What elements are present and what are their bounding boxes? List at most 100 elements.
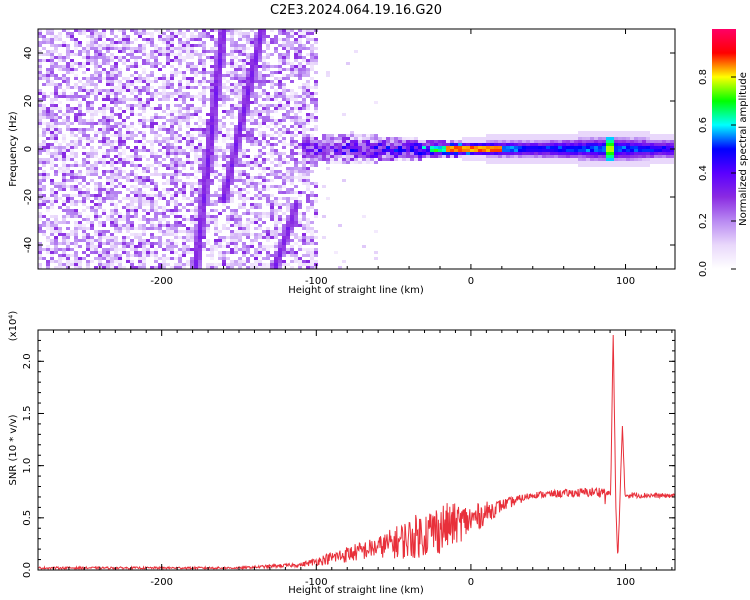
spectrogram-cell (38, 266, 42, 269)
spectrogram-cell (106, 107, 110, 110)
spectrogram-cell (246, 119, 250, 122)
spectrogram-cell (282, 158, 286, 161)
spectrogram-cell (138, 239, 142, 242)
spectrogram-cell (602, 134, 606, 137)
spectrogram-cell (186, 110, 190, 113)
spectrogram-cell (522, 158, 526, 161)
spectrogram-cell (226, 158, 230, 161)
spectrogram-cell (242, 134, 246, 137)
spectrogram-cell (486, 149, 490, 152)
spectrogram-cell (306, 260, 310, 263)
spectrogram-cell (658, 161, 662, 164)
spectrogram-cell (118, 173, 122, 176)
spectrogram-cell (454, 146, 458, 149)
spectrogram-cell (46, 206, 50, 209)
spectrogram-cell (234, 41, 238, 44)
spectrogram-cell (238, 104, 242, 107)
spectrogram-cell (154, 170, 158, 173)
spectrogram-cell (182, 77, 186, 80)
spectrogram-cell (122, 86, 126, 89)
spectrogram-cell (234, 263, 238, 266)
spectrogram-cell (226, 245, 230, 248)
spectrogram-cell (522, 140, 526, 143)
spectrogram-cell (126, 257, 130, 260)
spectrogram-cell (214, 62, 218, 65)
spectrogram-cell (90, 77, 94, 80)
spectrogram-cell (86, 35, 90, 38)
spectrogram-cell (430, 143, 434, 146)
spectrogram-cell (154, 173, 158, 176)
spectrogram-cell (178, 179, 182, 182)
spectrogram-cell (214, 170, 218, 173)
spectrogram-cell (138, 77, 142, 80)
spectrogram-cell (262, 35, 266, 38)
spectrogram-cell (150, 44, 154, 47)
spectrogram-cell (214, 116, 218, 119)
spectrogram-cell (382, 146, 386, 149)
spectrogram-cell (582, 164, 586, 167)
spectrogram-cell (66, 242, 70, 245)
spectrogram-cell (162, 152, 166, 155)
spectrogram-cell (170, 134, 174, 137)
spectrogram-cell (606, 146, 610, 149)
spectrogram-cell (190, 149, 194, 152)
spectrogram-cell (638, 158, 642, 161)
spectrogram-cell (238, 188, 242, 191)
spectrogram-cell (650, 155, 654, 158)
spectrogram-cell (602, 143, 606, 146)
spectrogram-cell (42, 173, 46, 176)
spectrogram-cell (234, 242, 238, 245)
spectrogram-cell (278, 77, 282, 80)
spectrogram-cell (190, 50, 194, 53)
spectrogram-cell (66, 143, 70, 146)
spectrogram-cell (246, 179, 250, 182)
spectrogram-cell (146, 62, 150, 65)
spectrogram-cell (150, 254, 154, 257)
spectrogram-cell (186, 137, 190, 140)
spectrogram-cell (626, 161, 630, 164)
spectrogram-cell (174, 161, 178, 164)
spectrogram-cell (398, 155, 402, 158)
spectrogram-cell (106, 95, 110, 98)
spectrogram-cell (114, 77, 118, 80)
spectrogram-cell (102, 110, 106, 113)
spectrogram-cell (226, 164, 230, 167)
spectrogram-cell (462, 149, 466, 152)
spectrogram-cell (290, 116, 294, 119)
spectrogram-cell (226, 200, 230, 203)
spectrogram-cell (214, 173, 218, 176)
spectrogram-cell (306, 173, 310, 176)
spectrogram-cell (218, 86, 222, 89)
spectrogram-cell (110, 74, 114, 77)
spectrogram-cell (102, 158, 106, 161)
spectrogram-cell (262, 77, 266, 80)
spectrogram-cell (190, 194, 194, 197)
spectrogram-cell (158, 98, 162, 101)
spectrogram-cell (54, 134, 58, 137)
spectrogram-cell (258, 83, 262, 86)
spectrogram-cell (142, 110, 146, 113)
spectrogram-cell (246, 218, 250, 221)
spectrogram-cell (246, 98, 250, 101)
spectrogram-cell (174, 194, 178, 197)
spectrogram-cell (306, 68, 310, 71)
spectrogram-cell (226, 251, 230, 254)
spectrogram-cell (294, 50, 298, 53)
spectrogram-cell (182, 224, 186, 227)
spectrogram-cell (298, 152, 302, 155)
spectrogram-cell (54, 173, 58, 176)
spectrogram-cell (46, 227, 50, 230)
spectrogram-cell (42, 179, 46, 182)
spectrogram-cell (94, 230, 98, 233)
spectrogram-cell (346, 155, 350, 158)
spectrogram-cell (294, 203, 298, 206)
spectrogram-cell (162, 47, 166, 50)
spectrogram-cell (482, 140, 486, 143)
spectrogram-cell (178, 248, 182, 251)
spectrogram-cell (102, 230, 106, 233)
spectrogram-cell (242, 86, 246, 89)
spectrogram-cell (50, 44, 54, 47)
spectrogram-cell (106, 143, 110, 146)
spectrogram-cell (358, 143, 362, 146)
spectrogram-cell (42, 107, 46, 110)
